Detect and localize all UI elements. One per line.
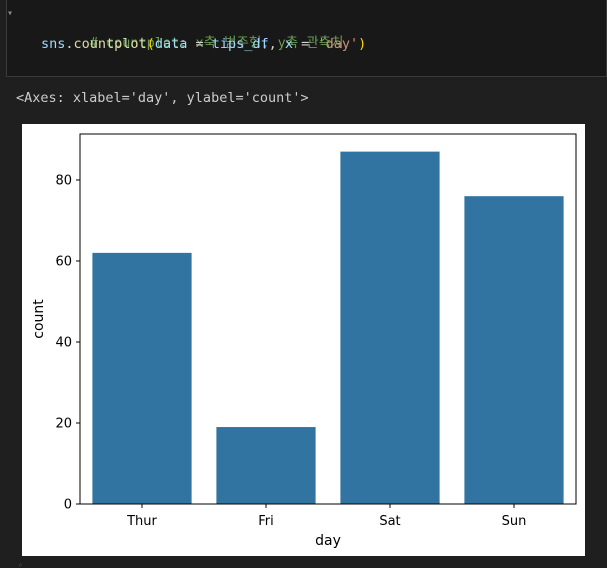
y-axis-label: count xyxy=(31,299,47,339)
y-tick-label: 60 xyxy=(55,254,72,269)
code-arg-data-name: data xyxy=(154,36,188,52)
plot-output: 0 20 40 60 80 Thur Fri Sat Sun count day xyxy=(22,124,585,556)
code-function: countplot xyxy=(73,36,147,52)
bar-sat xyxy=(340,151,440,504)
y-tick-label: 40 xyxy=(55,335,72,350)
code-module: sns xyxy=(41,36,66,52)
x-tick-label: Sun xyxy=(502,514,527,529)
code-paren-close: ) xyxy=(358,36,367,52)
y-ticks-group: 0 20 40 60 80 xyxy=(55,173,80,513)
x-ticks-group: Thur Fri Sat Sun xyxy=(126,504,526,529)
code-arg-data-value: tips_df xyxy=(211,36,269,52)
code-dot: . xyxy=(65,36,74,52)
bars-group xyxy=(92,151,564,504)
cell-collapse-icon[interactable]: ▾ xyxy=(7,8,14,19)
x-tick-label: Thur xyxy=(126,514,157,529)
x-tick-label: Sat xyxy=(379,514,400,529)
bar-fri xyxy=(216,427,316,504)
x-axis-label: day xyxy=(315,533,341,549)
code-comma: , xyxy=(268,36,285,52)
code-equals: = xyxy=(187,36,212,52)
code-arg-x-name: x xyxy=(284,36,294,52)
code-comment: # countplot: x축 범주형, y축 관측치 xyxy=(89,35,344,51)
bar-sun xyxy=(464,196,564,504)
cell-divider-icon: ◦ xyxy=(18,561,23,568)
code-equals: = xyxy=(293,36,318,52)
y-tick-label: 0 xyxy=(64,498,72,513)
code-line-comment: # countplot: x축 범주형, y축 관측치 xyxy=(41,13,344,73)
y-tick-label: 80 xyxy=(55,173,72,188)
output-repr: <Axes: xlabel='day', ylabel='count'> xyxy=(16,90,309,106)
y-tick-label: 20 xyxy=(55,416,72,431)
code-cell[interactable]: ▾ # countplot: x축 범주형, y축 관측치 sns.countp… xyxy=(6,0,607,77)
code-paren-open: ( xyxy=(146,36,155,52)
axes-frame xyxy=(79,133,577,505)
countplot-chart: 0 20 40 60 80 Thur Fri Sat Sun count day xyxy=(31,133,577,549)
bar-thur xyxy=(92,252,192,504)
x-tick-label: Fri xyxy=(258,514,274,529)
code-line-call: sns.countplot(data = tips_df, x = 'day') xyxy=(41,34,366,54)
code-arg-x-value: 'day' xyxy=(317,36,359,52)
